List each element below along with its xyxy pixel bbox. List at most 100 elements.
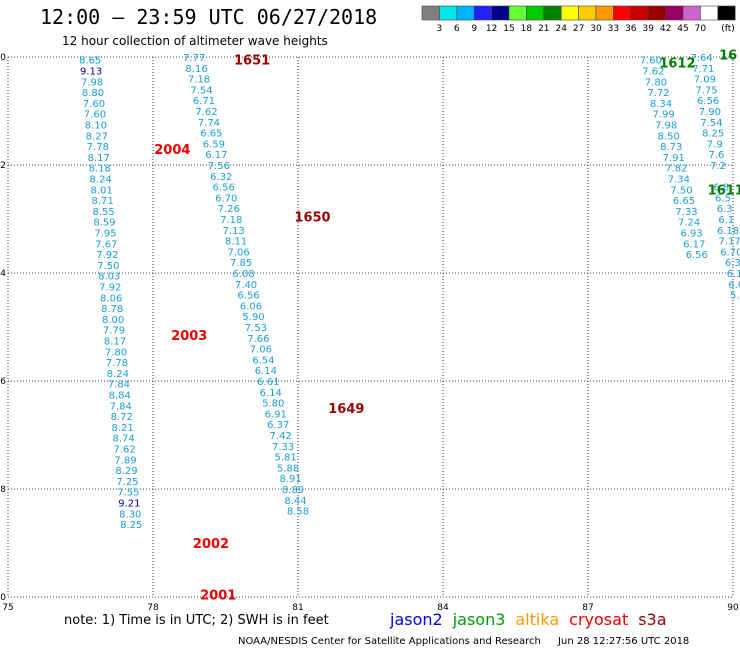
- swh-value-label: 8.06: [100, 293, 122, 304]
- chart-subtitle: 12 hour collection of altimeter wave hei…: [62, 34, 328, 48]
- swh-value-label: 6.0: [728, 280, 740, 291]
- y-tick-label: -18: [0, 485, 6, 495]
- swh-value-label: 6.1: [727, 269, 740, 280]
- swh-value-label: 8.11: [225, 237, 247, 248]
- swh-value-label: 8.21: [112, 423, 134, 434]
- pass-time-label: 2001: [200, 588, 236, 603]
- swh-value-label: 7.82: [665, 164, 687, 175]
- swh-value-label: 6.17: [683, 239, 705, 250]
- pass-time-label: 1649: [328, 402, 364, 417]
- map-grid: [7, 56, 734, 598]
- swh-value-label: 7.80: [645, 77, 667, 88]
- swh-value-label: 5.80: [262, 399, 284, 410]
- swh-value-label: 7.60: [84, 110, 106, 121]
- credit-timestamp: Jun 28 12:27:56 UTC 2018: [558, 636, 690, 647]
- colorbar-tick-label: 45: [677, 24, 688, 34]
- colorbar-swatch: [578, 5, 597, 21]
- swh-value-label: 6.32: [210, 172, 232, 183]
- satellite-legend-item: jason3: [452, 610, 506, 629]
- swh-value-label: 6.5: [715, 193, 731, 204]
- swh-value-label: 7.85: [230, 258, 252, 269]
- swh-value-label: 7.53: [245, 323, 267, 334]
- swh-value-label: 7.64: [690, 53, 712, 64]
- swh-value-label: 7.40: [235, 280, 257, 291]
- colorbar-swatch: [560, 5, 579, 21]
- swh-value-label: 7.42: [270, 431, 292, 442]
- swh-value-label: 5.81: [274, 453, 296, 464]
- colorbar-swatch: [717, 5, 736, 21]
- swh-value-label: 7.54: [700, 118, 722, 129]
- swh-value-label: 9.13: [80, 67, 102, 78]
- swh-value-label: 6.14: [260, 388, 282, 399]
- swh-value-label: 6.56: [237, 291, 259, 302]
- x-tick-label: 90: [727, 603, 739, 613]
- satellite-legend-item: altika: [515, 610, 560, 629]
- swh-value-label: 8.18: [89, 164, 111, 175]
- swh-value-label: 6.56: [697, 96, 719, 107]
- swh-value-label: 6.59: [203, 139, 225, 150]
- swh-value-label: 6.1: [718, 215, 734, 226]
- swh-value-label: 5.88: [277, 463, 299, 474]
- satellite-legend: jason2 jason3 altika cryosat s3a: [390, 610, 677, 629]
- colorbar-tick-label: 30: [590, 24, 602, 34]
- swh-value-label: 8.01: [90, 185, 112, 196]
- swh-value-label: 7.95: [94, 229, 116, 240]
- swh-value-label: 7.55: [117, 488, 139, 499]
- swh-value-label: 8.24: [107, 369, 129, 380]
- pass-annotations: 1651 2004 1650 2003 1649 2002 2001 1612 1611 16: [154, 48, 740, 603]
- swh-value-label: 6.70: [720, 247, 740, 258]
- colorbar-tick-label: 6: [454, 24, 460, 34]
- swh-value-label: 7.33: [272, 442, 294, 453]
- swh-value-label: 8.78: [101, 304, 123, 315]
- swh-value-label: 5.90: [242, 312, 264, 323]
- swh-value-label: 7.60: [640, 56, 662, 67]
- x-tick-label: 78: [147, 603, 159, 613]
- swh-value-label: 7.75: [695, 85, 717, 96]
- swh-value-label: 7.26: [218, 204, 240, 215]
- swh-value-label: 7.66: [247, 334, 269, 345]
- pass-time-label: 1651: [234, 54, 270, 69]
- swh-value-label: 8.00: [102, 315, 124, 326]
- swh-value-label: 7.06: [227, 247, 249, 258]
- pass-time-label: 2003: [171, 329, 207, 344]
- swh-value-label: 6.91: [265, 409, 287, 420]
- colorbar-swatch: [595, 5, 614, 21]
- colorbar-tick-label: 15: [503, 24, 514, 34]
- swh-value-label: 7.92: [96, 250, 118, 261]
- swh-value-label: 8.25: [702, 129, 724, 140]
- colorbar-tick-label: 36: [625, 24, 637, 34]
- swh-value-label: 7.33: [675, 207, 697, 218]
- swh-value-label: 8.71: [91, 196, 113, 207]
- swh-value-label: 8.89: [282, 485, 304, 496]
- colorbar-tick-label: 39: [642, 24, 654, 34]
- colorbar-swatch: [543, 5, 562, 21]
- swh-value-label: 7.17: [718, 237, 740, 248]
- colorbar-swatch: [665, 5, 684, 21]
- swh-value-label: 8.84: [109, 391, 131, 402]
- colorbar-swatch: [456, 5, 475, 21]
- credit-line: NOAA/NESDIS Center for Satellite Applica…: [238, 636, 703, 647]
- swh-value-label: 8.59: [93, 218, 115, 229]
- colorbar-tick-label: 18: [521, 24, 533, 34]
- swh-value-label: 7.71: [692, 64, 714, 75]
- swh-value-label: 8.74: [112, 434, 134, 445]
- swh-value-label: 6.14: [255, 366, 277, 377]
- swh-value-label: 8.29: [115, 466, 137, 477]
- swh-value-label: 8.17: [104, 337, 126, 348]
- swh-value-label: 7.89: [114, 455, 136, 466]
- swh-value-label: 7.62: [113, 445, 135, 456]
- swh-value-label: 8.24: [90, 175, 112, 186]
- colorbar-swatch: [647, 5, 666, 21]
- swh-value-label: 8.50: [658, 131, 680, 142]
- swh-value-label: 6.56: [213, 183, 235, 194]
- color-scale-legend: 3 6 9 12 15 18 21 24 27 30 33 36 39 42 45 70 (ft): [421, 5, 736, 34]
- colorbar-tick-label: 24: [555, 24, 567, 34]
- y-tick-label: -14: [0, 269, 6, 279]
- swh-value-label: 8.25: [120, 520, 142, 531]
- swh-value-label: 6.3: [725, 258, 740, 269]
- swh-value-label: 7.60: [83, 99, 105, 110]
- swh-value-label: 7.80: [105, 347, 127, 358]
- swh-value-label: 7.24: [678, 218, 700, 229]
- colorbar-swatch: [526, 5, 545, 21]
